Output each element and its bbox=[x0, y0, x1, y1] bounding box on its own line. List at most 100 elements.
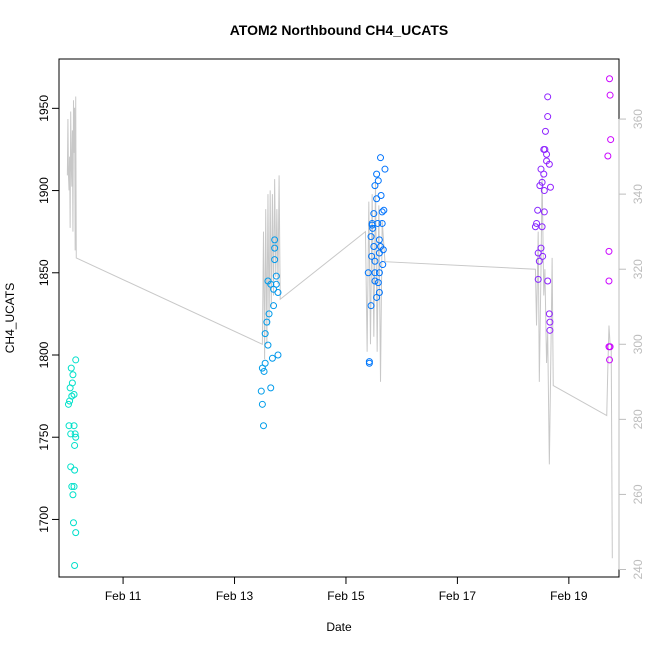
data-point bbox=[371, 182, 379, 190]
data-point bbox=[545, 310, 553, 318]
data-point bbox=[368, 221, 376, 229]
data-point bbox=[367, 233, 375, 241]
data-point bbox=[375, 236, 383, 244]
y-tick-label-right: 340 bbox=[631, 184, 645, 204]
data-point bbox=[71, 430, 79, 438]
data-point bbox=[274, 351, 282, 359]
data-point bbox=[537, 244, 545, 252]
data-point bbox=[68, 483, 76, 491]
data-point bbox=[379, 261, 387, 269]
data-point bbox=[371, 257, 379, 265]
data-point bbox=[71, 466, 79, 474]
data-point bbox=[68, 379, 76, 387]
data-point bbox=[72, 433, 80, 441]
data-point bbox=[539, 252, 547, 260]
y-axis-label: CH4_UCATS bbox=[3, 283, 17, 353]
data-point bbox=[531, 223, 539, 231]
data-point bbox=[371, 277, 379, 285]
x-tick-label: Feb 13 bbox=[216, 589, 254, 603]
y-tick-label-left: 1850 bbox=[37, 259, 51, 286]
y-axis-left: 1700 1750 1800 1850 1900 1950 bbox=[37, 95, 60, 533]
data-point bbox=[378, 219, 386, 227]
x-tick-label: Feb 15 bbox=[327, 589, 365, 603]
data-point bbox=[69, 491, 77, 499]
data-point bbox=[606, 356, 614, 364]
y-tick-label-right: 320 bbox=[631, 259, 645, 279]
data-point bbox=[606, 91, 614, 99]
data-point bbox=[374, 279, 382, 287]
data-point bbox=[263, 318, 271, 326]
y-tick-label-right: 280 bbox=[631, 409, 645, 429]
data-point bbox=[605, 277, 613, 285]
data-point bbox=[534, 206, 542, 214]
data-point bbox=[380, 206, 388, 214]
data-point bbox=[264, 341, 272, 349]
data-point bbox=[70, 483, 78, 491]
x-axis: Feb 11 Feb 13 Feb 15 Feb 17 Feb 19 bbox=[105, 576, 588, 603]
data-point bbox=[68, 392, 76, 400]
x-tick-label: Feb 19 bbox=[550, 589, 588, 603]
y-tick-label-right: 360 bbox=[631, 109, 645, 129]
data-point bbox=[260, 367, 268, 375]
data-point bbox=[535, 257, 543, 265]
data-point bbox=[271, 244, 279, 252]
y-tick-label-left: 1700 bbox=[37, 506, 51, 533]
data-point bbox=[377, 154, 385, 162]
data-point bbox=[544, 277, 552, 285]
x-tick-label: Feb 17 bbox=[439, 589, 477, 603]
data-point bbox=[368, 252, 376, 260]
data-point bbox=[272, 280, 280, 288]
data-point bbox=[364, 269, 372, 277]
data-point bbox=[606, 343, 614, 351]
data-point bbox=[67, 430, 75, 438]
data-point bbox=[534, 275, 542, 283]
y-tick-label-right: 300 bbox=[631, 334, 645, 354]
data-point bbox=[605, 247, 613, 255]
data-point bbox=[274, 289, 282, 297]
data-point bbox=[378, 208, 386, 216]
data-point bbox=[370, 242, 378, 250]
data-point bbox=[375, 269, 383, 277]
data-point bbox=[543, 150, 551, 158]
data-point bbox=[546, 326, 554, 334]
data-point bbox=[545, 160, 553, 168]
y-tick-label-right: 240 bbox=[631, 559, 645, 579]
data-point bbox=[370, 210, 378, 218]
trace-line bbox=[66, 96, 613, 559]
data-point bbox=[373, 195, 381, 203]
data-point bbox=[538, 178, 546, 186]
data-point bbox=[379, 246, 387, 254]
data-point bbox=[65, 422, 73, 430]
data-point bbox=[540, 208, 548, 216]
data-point bbox=[544, 93, 552, 101]
y-tick-label-left: 1750 bbox=[37, 424, 51, 451]
data-point bbox=[371, 269, 379, 277]
data-point bbox=[373, 293, 381, 301]
data-point bbox=[261, 359, 269, 367]
y-tick-label-left: 1950 bbox=[37, 95, 51, 122]
x-axis-label: Date bbox=[326, 620, 352, 634]
y-tick-label-left: 1800 bbox=[37, 341, 51, 368]
data-point bbox=[72, 529, 80, 537]
data-point bbox=[268, 354, 276, 362]
data-point bbox=[546, 183, 554, 191]
data-point bbox=[69, 371, 77, 379]
data-point bbox=[369, 224, 377, 232]
data-point bbox=[272, 272, 280, 280]
data-point bbox=[71, 561, 79, 569]
data-point bbox=[265, 310, 273, 318]
x-tick-label: Feb 11 bbox=[105, 589, 142, 603]
scatter-series bbox=[64, 75, 615, 569]
data-point bbox=[261, 330, 269, 338]
data-point bbox=[381, 165, 389, 173]
data-point bbox=[541, 145, 549, 153]
data-point bbox=[540, 187, 548, 195]
data-point bbox=[260, 422, 267, 430]
data-point bbox=[365, 358, 373, 366]
y-axis-right: 240 260 280 300 320 340 360 bbox=[618, 109, 645, 580]
data-point bbox=[533, 219, 541, 227]
data-point bbox=[541, 127, 549, 135]
data-point bbox=[604, 152, 612, 160]
